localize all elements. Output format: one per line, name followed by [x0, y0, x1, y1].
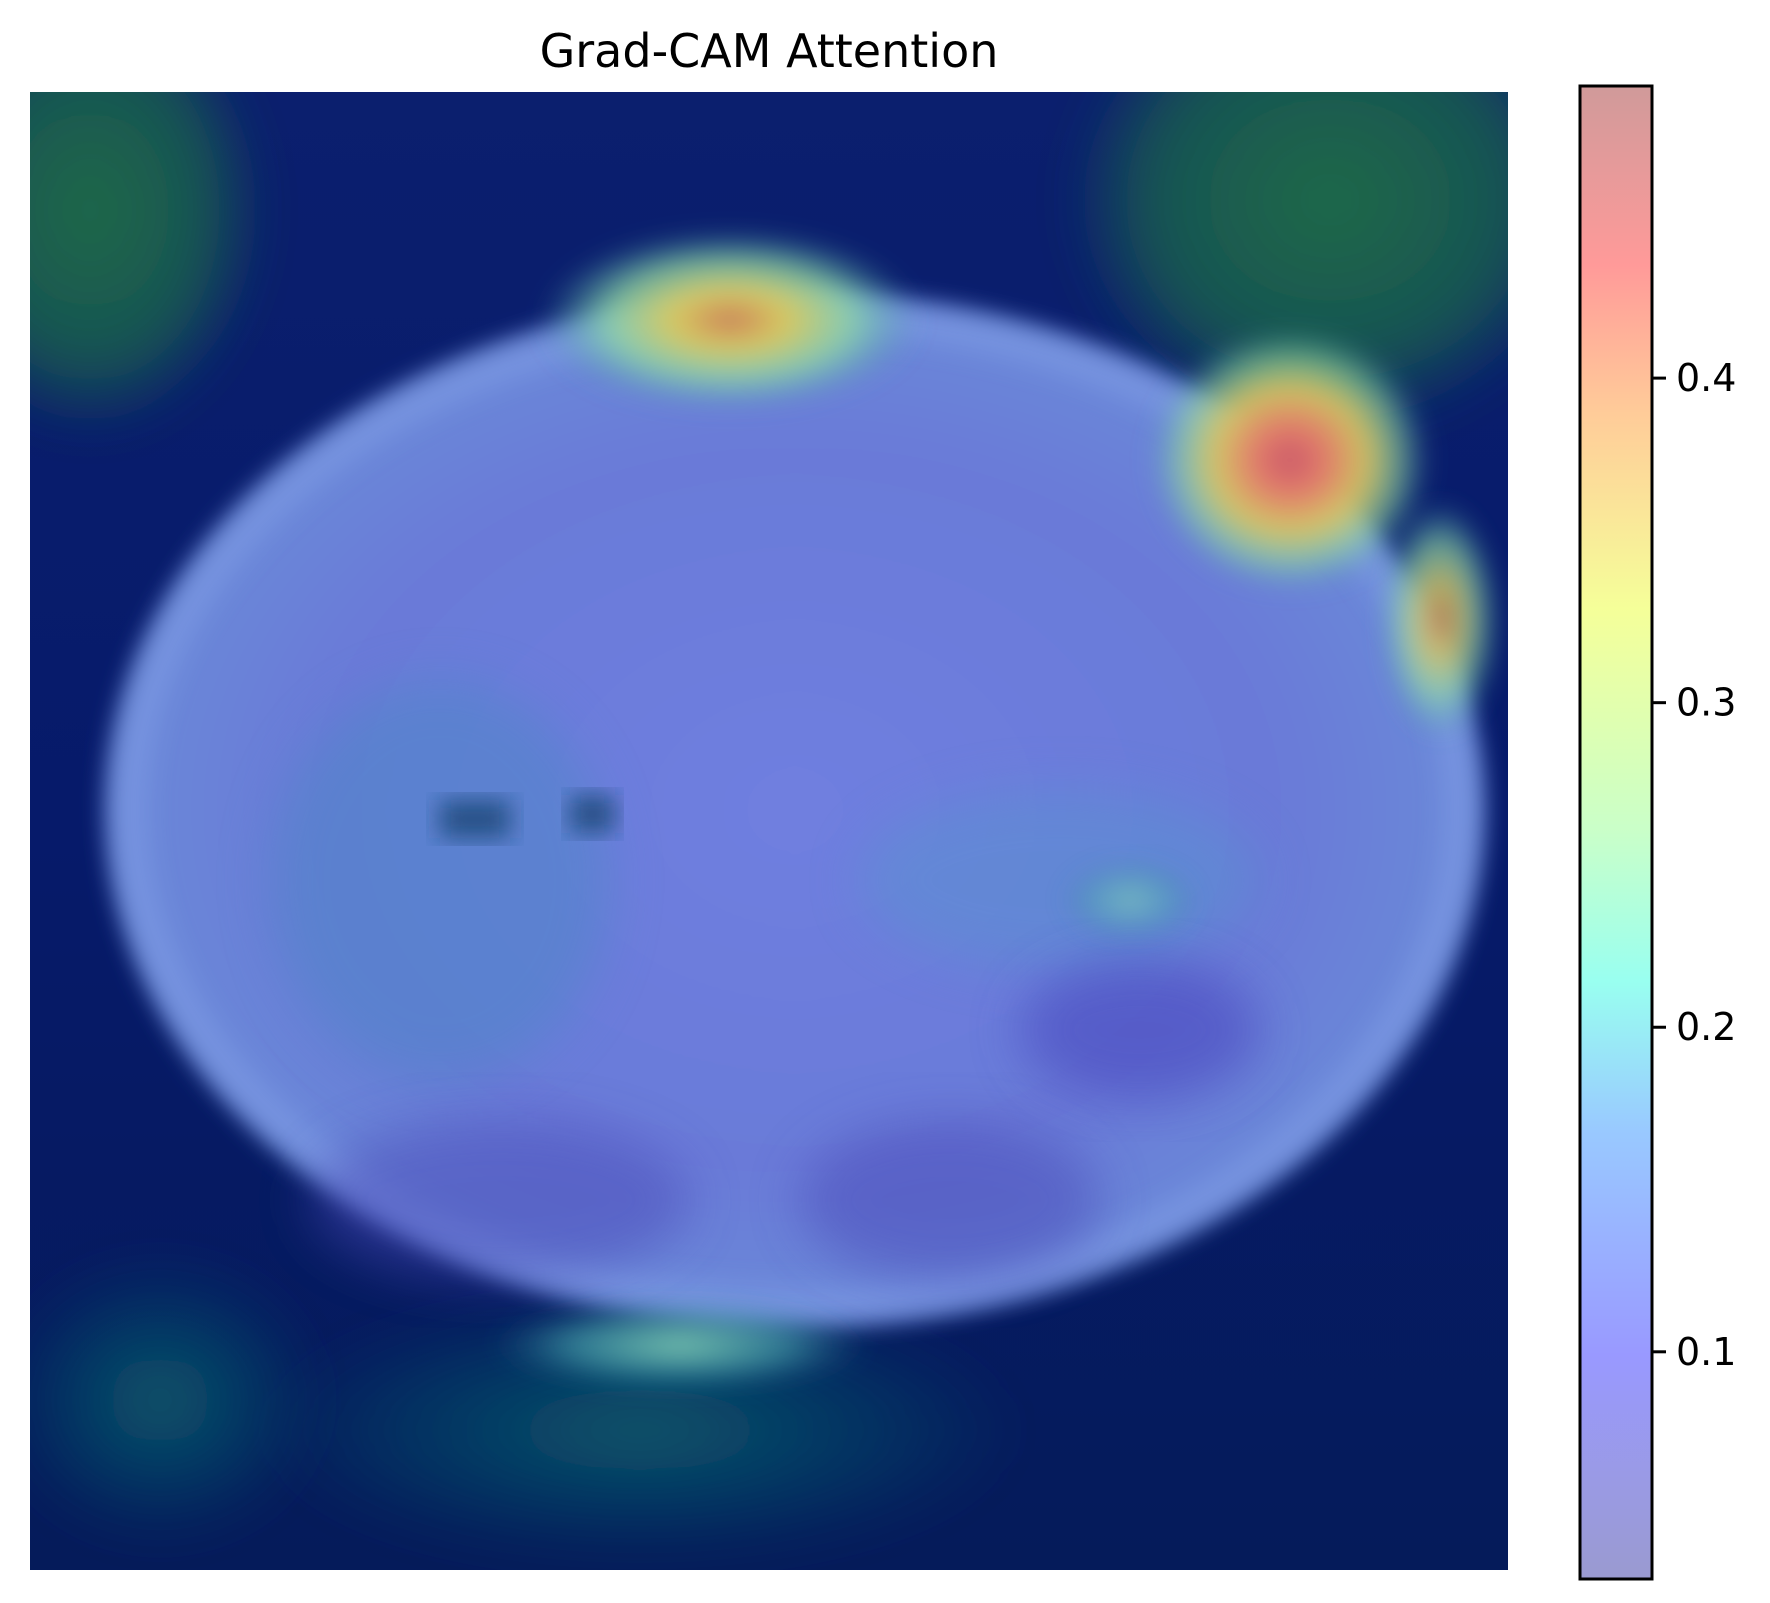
ventricle-2 [570, 795, 615, 833]
colorbar-tick-label: 0.1 [1676, 1330, 1736, 1374]
colorbar-tick-label: 0.2 [1676, 1005, 1736, 1049]
glow-bottom-left [30, 1260, 320, 1540]
glow-top-left [30, 92, 260, 430]
hotspot-right-edge [1380, 500, 1500, 740]
colorbar: 0.1 0.2 0.3 0.4 [1578, 84, 1736, 1581]
colorbar-tick-label: 0.4 [1676, 356, 1736, 400]
structure-dark-2 [310, 1120, 690, 1280]
hotspot-top-center [540, 230, 920, 410]
hotspot-mid-right [1060, 860, 1200, 940]
hotspot-bottom-center [490, 1300, 870, 1390]
structure-left [270, 680, 610, 1080]
hotspot-top-right [1150, 330, 1430, 590]
heatmap-image [30, 92, 1508, 1570]
ventricle-1 [440, 800, 510, 838]
structure-dark-1 [1020, 960, 1260, 1100]
structure-center [860, 790, 1260, 970]
glow-top-right [1070, 92, 1508, 430]
colorbar-gradient [1578, 84, 1654, 1581]
colorbar-tick-label: 0.3 [1676, 681, 1736, 725]
structure-dark-3 [800, 1120, 1100, 1280]
colorbar-ticks: 0.1 0.2 0.3 0.4 [1652, 356, 1736, 1374]
chart-title: Grad-CAM Attention [540, 24, 999, 78]
